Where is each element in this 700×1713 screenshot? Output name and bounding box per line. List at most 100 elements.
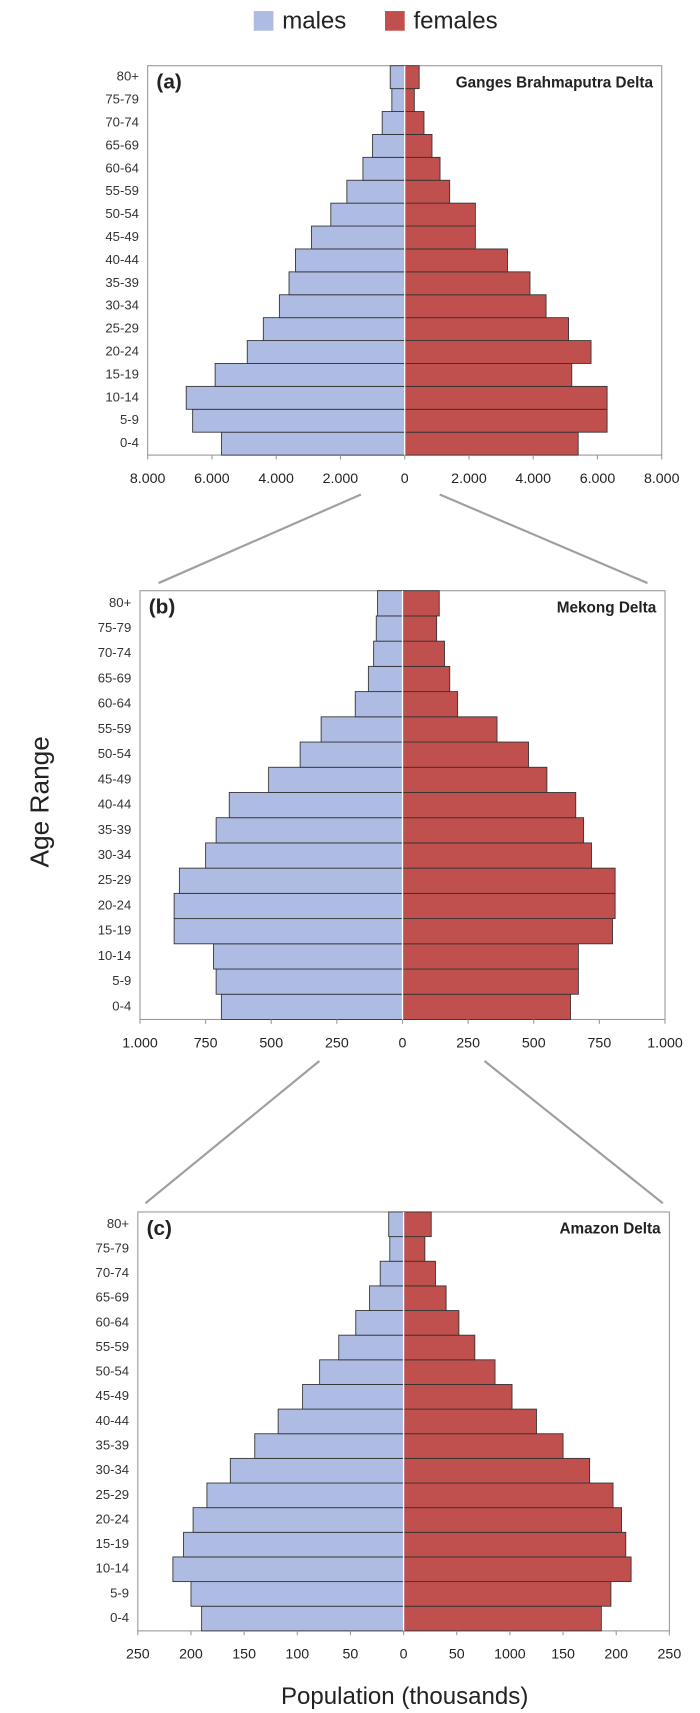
bar	[330, 202, 406, 227]
bar	[367, 665, 403, 693]
bar	[183, 1531, 405, 1558]
bar	[402, 691, 459, 718]
bar	[354, 691, 403, 718]
x-tick-label: 2.000	[451, 471, 487, 487]
bar	[404, 88, 415, 112]
x-tick-label: 1.000	[122, 1035, 158, 1051]
bar	[404, 225, 476, 250]
x-tick-label: 0	[399, 1035, 407, 1051]
bar	[403, 1482, 614, 1509]
bar	[403, 1384, 513, 1410]
y-tick-label: 65-69	[105, 137, 139, 152]
bar	[190, 1581, 405, 1607]
x-tick-label: 500	[259, 1035, 283, 1051]
bar	[402, 590, 440, 617]
y-tick-label: 35-39	[105, 275, 139, 290]
bar	[389, 1236, 405, 1262]
bar	[375, 615, 403, 642]
legend-swatch	[253, 11, 274, 31]
y-tick-label: 20-24	[98, 897, 132, 912]
x-tick-label: 50	[343, 1647, 359, 1663]
bar	[403, 1581, 612, 1607]
y-tick-label: 5-9	[112, 973, 131, 988]
y-tick-label: 40-44	[98, 797, 132, 812]
bar	[404, 248, 508, 273]
bar	[388, 1211, 405, 1238]
x-tick-label: 150	[551, 1647, 575, 1663]
legend-label: males	[282, 7, 346, 34]
bar	[277, 1408, 405, 1435]
bar	[403, 1211, 432, 1238]
bar	[213, 943, 403, 970]
y-tick-label: 55-59	[96, 1339, 130, 1354]
x-tick-label: 250	[126, 1647, 150, 1663]
x-tick-label: 100	[285, 1647, 309, 1663]
bar	[278, 294, 406, 319]
bar	[173, 892, 403, 920]
y-tick-label: 25-29	[98, 872, 132, 887]
bar	[346, 179, 406, 204]
x-tick-label: 500	[522, 1035, 546, 1051]
y-tick-label: 30-34	[96, 1462, 130, 1477]
y-tick-label: 80+	[109, 595, 132, 610]
x-tick-label: 4.000	[258, 471, 294, 487]
bar	[403, 1310, 460, 1336]
x-tick-label: 6.000	[194, 471, 230, 487]
y-tick-label: 10-14	[98, 948, 132, 963]
x-tick-label: 50	[449, 1647, 465, 1663]
y-tick-label: 45-49	[105, 229, 139, 244]
y-tick-label: 5-9	[110, 1585, 129, 1600]
bar	[172, 1556, 405, 1583]
x-tick-label: 1.000	[647, 1035, 683, 1051]
bar	[389, 65, 406, 90]
x-tick-label: 250	[658, 1647, 682, 1663]
bar	[402, 615, 438, 642]
y-tick-label: 70-74	[96, 1265, 130, 1280]
bar	[178, 867, 403, 894]
y-tick-label: 60-64	[96, 1314, 130, 1329]
y-tick-label: 55-59	[98, 721, 132, 736]
y-tick-label: 50-54	[96, 1364, 130, 1379]
y-tick-label: 25-29	[96, 1487, 130, 1502]
bar	[403, 1531, 627, 1558]
bar	[377, 590, 403, 617]
arrow	[439, 493, 648, 585]
bar	[192, 1507, 405, 1533]
panel-label: (c)	[147, 1217, 172, 1240]
x-tick-label: 0	[400, 1647, 408, 1663]
bar	[214, 363, 406, 387]
bar	[302, 1384, 405, 1410]
bar	[404, 133, 433, 158]
bar	[372, 133, 406, 158]
y-tick-label: 50-54	[98, 746, 132, 761]
bar	[403, 1359, 496, 1385]
bar	[402, 741, 529, 768]
x-tick-label: 8.000	[130, 471, 166, 487]
bar	[404, 340, 592, 364]
bar	[288, 271, 406, 296]
y-tick-label: 65-69	[96, 1290, 130, 1305]
bar	[403, 1556, 632, 1583]
y-tick-label: 40-44	[96, 1413, 130, 1428]
bar	[402, 892, 616, 920]
x-tick-label: 4.000	[515, 471, 551, 487]
bar	[402, 665, 451, 693]
bar	[205, 842, 403, 869]
y-tick-label: 10-14	[96, 1561, 130, 1576]
y-tick-label: 0-4	[112, 998, 131, 1013]
bar	[311, 225, 406, 250]
panel-title: Amazon Delta	[559, 1221, 661, 1238]
x-tick-label: 200	[604, 1647, 628, 1663]
y-tick-label: 45-49	[98, 771, 132, 786]
bar	[402, 792, 577, 819]
bar	[246, 340, 406, 364]
y-tick-label: 10-14	[105, 389, 139, 404]
arrow	[144, 1060, 321, 1205]
bar	[403, 1605, 602, 1632]
bar	[402, 716, 498, 743]
y-tick-label: 30-34	[105, 298, 139, 313]
bar	[221, 431, 406, 456]
bar	[403, 1408, 537, 1435]
y-tick-label: 60-64	[105, 160, 139, 175]
panel-label: (b)	[149, 596, 176, 619]
